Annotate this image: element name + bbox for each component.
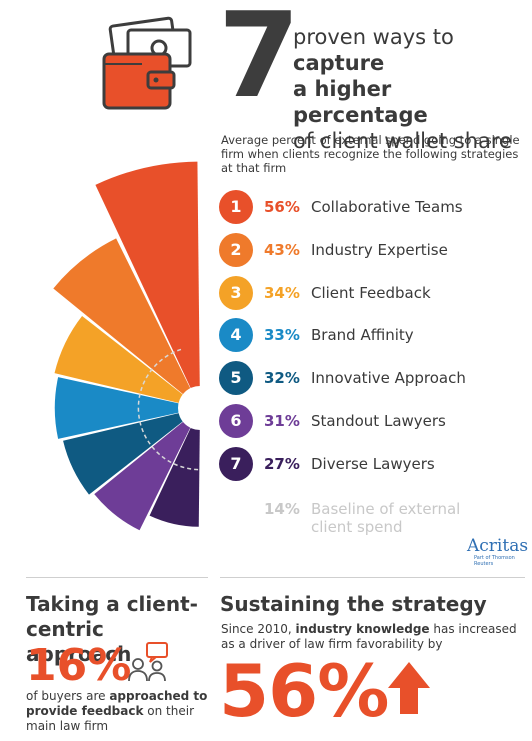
headline-line1-bold: capture (293, 51, 385, 75)
section-left-text-bold: approached to provide feedback (26, 689, 208, 718)
rank-badge: 4 (219, 318, 253, 353)
strategy-value: 56% (264, 198, 300, 216)
up-arrow-icon (388, 662, 430, 714)
section-left-text-pre: of buyers are (26, 689, 110, 703)
headline-line2-bold: a higher percentage (293, 77, 428, 127)
strategy-row: 6 31% Standout Lawyers (219, 404, 524, 438)
strategy-label: Innovative Approach (311, 369, 466, 388)
headline-line1-pre: proven ways to (293, 25, 454, 49)
divider-left (26, 577, 208, 578)
section-right-text-post: has increased as a driver of law firm fa… (221, 622, 517, 651)
rank-badge: 1 (219, 190, 253, 224)
section-left-text: of buyers are approached to provide feed… (26, 689, 216, 734)
rank-badge: 2 (219, 232, 253, 267)
fan-wedge (149, 408, 200, 527)
brand-logo: Acritas (467, 536, 529, 556)
section-right-text: Since 2010, industry knowledge has incre… (221, 622, 521, 652)
strategy-value: 33% (264, 326, 300, 345)
fan-wedge (94, 408, 200, 531)
section-right-text-bold: industry knowledge (295, 622, 430, 636)
fan-wedge (63, 408, 201, 495)
section-right-title: Sustaining the strategy (220, 592, 487, 616)
headline: proven ways to capture a higher percenta… (293, 24, 529, 154)
chart-subtitle: Average percent of external spend going … (221, 133, 520, 175)
strategy-row: 2 43% Industry Expertise (219, 232, 524, 267)
fan-wedge (54, 315, 200, 408)
headline-line3: of client wallet share (293, 129, 513, 153)
baseline-label: Baseline of external client spend (311, 500, 461, 536)
divider-right (220, 577, 525, 578)
strategy-label: Collaborative Teams (311, 198, 463, 216)
section-left-stat: 16% (26, 640, 132, 691)
strategy-label: Diverse Lawyers (311, 454, 435, 473)
strategy-value: 34% (264, 283, 300, 302)
strategy-label: Standout Lawyers (311, 412, 446, 430)
strategy-row: 4 33% Brand Affinity (219, 318, 524, 353)
strategy-row: 3 34% Client Feedback (219, 275, 524, 310)
strategy-row: 5 32% Innovative Approach (219, 361, 524, 396)
section-left-text-post: on their main law firm (26, 704, 195, 733)
strategy-label: Industry Expertise (311, 240, 448, 259)
rank-badge: 5 (219, 361, 253, 396)
rank-badge: 3 (219, 275, 253, 310)
baseline-value: 14% (264, 500, 300, 518)
headline-number: 7 (218, 0, 300, 124)
strategy-label: Client Feedback (311, 283, 431, 302)
section-right-text-pre: Since 2010, (221, 622, 296, 636)
strategy-value: 31% (264, 412, 300, 430)
strategy-row: 7 27% Diverse Lawyers (219, 446, 524, 481)
strategy-value: 27% (264, 454, 300, 473)
fan-wedge (95, 161, 200, 408)
strategy-row: 1 56% Collaborative Teams (219, 190, 524, 224)
rank-badge: 6 (219, 404, 253, 438)
baseline-arc (137, 348, 201, 471)
fan-wedge (53, 238, 200, 408)
section-left-title: Taking a client-centric approach (26, 592, 198, 666)
section-right-stat: 56% (219, 649, 389, 733)
people-feedback-icon (128, 642, 168, 682)
wallet-icon (102, 16, 192, 110)
brand-tagline: Part of Thomson Reuters (474, 555, 515, 567)
strategy-label: Brand Affinity (311, 326, 414, 345)
strategy-value: 43% (264, 240, 300, 259)
rank-badge: 7 (219, 446, 253, 481)
fan-hub (178, 386, 215, 430)
fan-chart (53, 161, 215, 531)
fan-wedge (54, 377, 201, 439)
strategy-value: 32% (264, 369, 300, 388)
